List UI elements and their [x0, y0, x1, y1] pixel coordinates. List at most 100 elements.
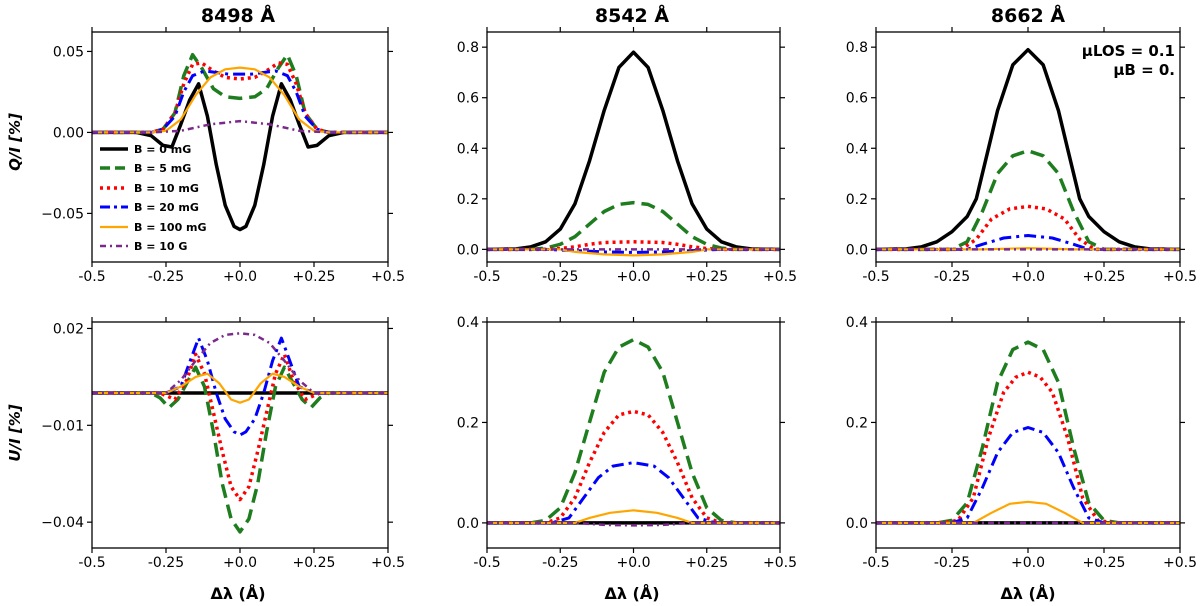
x-tick-label: -0.5 [78, 269, 105, 285]
series-line-b-0-mg [487, 50, 780, 252]
series-line-b-5-mg [876, 340, 1180, 525]
y-tick-label: 0.2 [846, 192, 868, 208]
x-tick-label: -0.25 [542, 269, 578, 285]
series-line-b-100-mg [92, 66, 388, 134]
series-line-b-0-mg [92, 82, 388, 232]
x-tick-label: +0.0 [617, 269, 651, 285]
y-tick-label: 0.2 [457, 192, 479, 208]
x-tick-label: -0.5 [862, 555, 889, 571]
series-line-b-10-mg [487, 409, 780, 525]
x-tick-label: -0.25 [934, 269, 970, 285]
axes-frame [91, 321, 389, 549]
xlabel-col0: Δλ (Å) [210, 584, 265, 603]
y-tick-label: 0.4 [846, 141, 868, 157]
column-title-8542: 8542 Å [595, 3, 669, 27]
y-tick-label: 0.2 [457, 415, 479, 431]
series-group [876, 340, 1180, 525]
y-tick-label: −0.01 [41, 418, 84, 434]
x-tick-label: -0.25 [934, 555, 970, 571]
column-title-8498: 8498 Å [201, 3, 275, 27]
axes-frame [875, 321, 1181, 549]
xlabel-col1: Δλ (Å) [604, 584, 659, 603]
series-group [487, 50, 780, 257]
series-line-b-100-mg [487, 509, 780, 524]
panel-U-8662: -0.5 -0.25 +0.0 +0.25 +0.5 0.0 0.2 0.4 [846, 315, 1197, 571]
series-line-b-100-mg [876, 500, 1180, 524]
panel-U-8498: -0.5 -0.25 +0.0 +0.25 +0.5 −0.04 −0.01 0.02 [41, 317, 405, 571]
panel-U-8542: -0.5 -0.25 +0.0 +0.25 +0.5 0.0 0.2 0.4 [457, 315, 797, 571]
y-tick-label: 0.02 [53, 321, 84, 337]
series-line-b-10-mg [876, 204, 1180, 252]
y-tick-label: 0.00 [53, 125, 84, 141]
annotation-mu-los: μLOS = 0.1 [1082, 42, 1175, 60]
y-tick-label: 0.0 [457, 242, 479, 258]
series-line-b-5-mg [92, 365, 388, 534]
series-line-b-100-mg [487, 248, 780, 257]
y-tick-label: 0.05 [53, 44, 84, 60]
series-line-b-10-g [487, 521, 780, 527]
x-tick-label: +0.5 [371, 555, 405, 571]
legend-label-b20mg: B = 20 mG [134, 201, 199, 214]
x-tick-label: +0.0 [617, 555, 651, 571]
y-tick-label: 0.0 [846, 242, 868, 258]
series-line-b-100-mg [92, 372, 388, 404]
panel-Q-8542: -0.5 -0.25 +0.0 +0.25 +0.5 0.0 0.2 0.4 0.6 0.8 [457, 27, 797, 285]
series-group [92, 332, 388, 534]
series-group [92, 52, 388, 232]
x-tick-label: -0.25 [148, 269, 184, 285]
x-tick-label: -0.25 [542, 555, 578, 571]
legend-label-b5mg: B = 5 mG [134, 162, 191, 175]
series-line-b-20-mg [92, 69, 388, 134]
annotation-mu-b: μB = 0. [1113, 61, 1175, 79]
y-tick-label: −0.04 [41, 515, 84, 531]
series-line-b-10-mg [92, 352, 388, 502]
series-line-b-10-mg [876, 370, 1180, 525]
x-tick-label: +0.5 [763, 269, 797, 285]
x-tick-label: +0.5 [371, 269, 405, 285]
series-line-b-10-g [92, 119, 388, 134]
series-line-b-20-mg [876, 234, 1180, 251]
series-line-b-5-mg [876, 149, 1180, 252]
x-tick-label: +0.25 [1083, 555, 1126, 571]
x-tick-label: +0.25 [293, 269, 336, 285]
ylabel-q: Q/I [%] [6, 113, 24, 171]
x-tick-label: +0.5 [1163, 269, 1197, 285]
y-tick-label: −0.05 [41, 206, 84, 222]
x-tick-label: +0.25 [685, 555, 728, 571]
axes-frame [486, 31, 781, 263]
series-line-b-20-mg [487, 461, 780, 525]
x-tick-label: +0.5 [763, 555, 797, 571]
series-line-b-0-mg [876, 47, 1180, 252]
x-tick-label: +0.25 [1083, 269, 1126, 285]
x-tick-label: -0.5 [473, 555, 500, 571]
column-title-8662: 8662 Å [991, 3, 1065, 27]
series-line-b-5-mg [487, 337, 780, 525]
legend-label-b10mg: B = 10 mG [134, 182, 199, 195]
x-tick-label: +0.0 [223, 269, 257, 285]
y-tick-label: 0.2 [846, 415, 868, 431]
panel-Q-8498: -0.5 -0.25 +0.0 +0.25 +0.5 −0.05 0.00 0.05 [41, 27, 405, 285]
x-tick-label: -0.5 [78, 555, 105, 571]
series-group [876, 47, 1180, 252]
y-tick-label: 0.0 [846, 516, 868, 532]
x-tick-label: +0.0 [1011, 269, 1045, 285]
y-tick-label: 0.6 [457, 91, 479, 107]
x-tick-label: +0.25 [685, 269, 728, 285]
axes-frame [486, 321, 781, 549]
x-tick-label: -0.5 [473, 269, 500, 285]
xlabel-col2: Δλ (Å) [1000, 584, 1055, 603]
legend-label-b100mg: B = 100 mG [134, 221, 207, 234]
x-tick-label: +0.25 [293, 555, 336, 571]
series-line-b-5-mg [487, 200, 780, 252]
series-line-b-100-mg [876, 247, 1180, 251]
y-tick-label: 0.0 [457, 516, 479, 532]
series-group [487, 337, 780, 527]
ylabel-u: U/I [%] [6, 404, 24, 461]
y-tick-label: 0.4 [457, 141, 479, 157]
panels: -0.5 -0.25 +0.0 +0.25 +0.5−0.050.000.05-0.5-… [41, 27, 1197, 571]
legend: B = 0 mG B = 5 mG B = 10 mG B = 20 mG B … [100, 143, 207, 253]
legend-label-b0: B = 0 mG [134, 143, 191, 156]
panel-Q-8662: -0.5 -0.25 +0.0 +0.25 +0.5 0.0 0.2 0.4 0.6 0.8 [846, 27, 1197, 285]
x-tick-label: +0.0 [223, 555, 257, 571]
